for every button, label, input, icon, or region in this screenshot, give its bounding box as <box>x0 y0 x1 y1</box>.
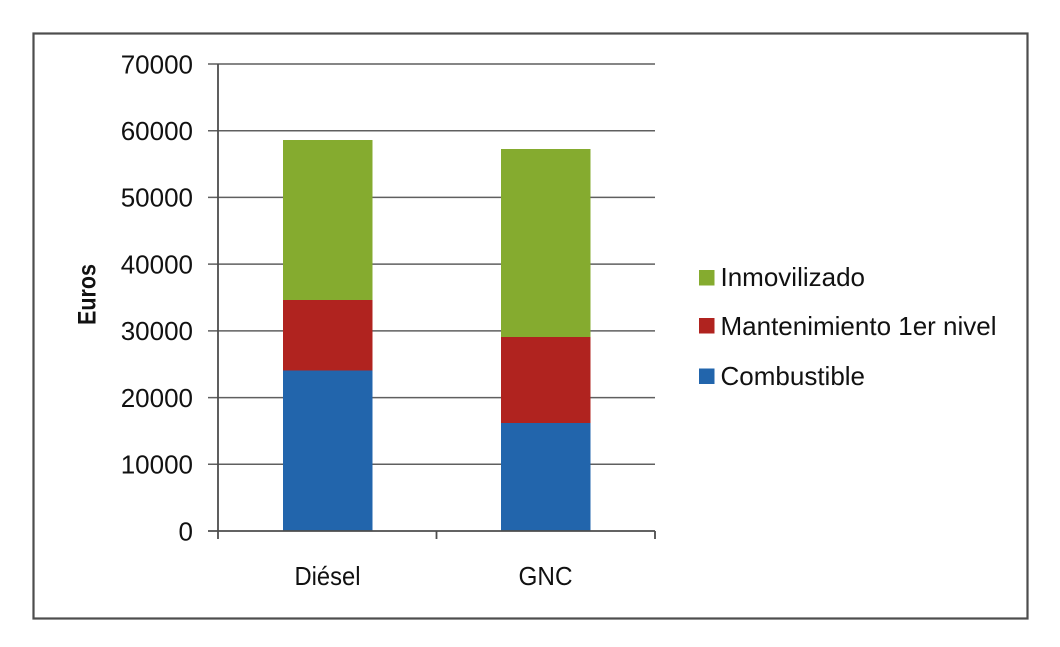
svg-text:40000: 40000 <box>121 249 193 279</box>
svg-text:50000: 50000 <box>121 183 193 213</box>
svg-text:Mantenimiento 1er nivel: Mantenimiento 1er nivel <box>721 311 997 341</box>
svg-text:GNC: GNC <box>519 561 573 591</box>
svg-text:Euros: Euros <box>73 264 101 325</box>
svg-text:20000: 20000 <box>121 383 193 413</box>
svg-text:30000: 30000 <box>121 316 193 346</box>
svg-text:0: 0 <box>179 516 193 546</box>
svg-text:70000: 70000 <box>121 49 193 79</box>
svg-text:Diésel: Diésel <box>295 561 361 591</box>
svg-text:Combustible: Combustible <box>721 361 866 391</box>
svg-text:10000: 10000 <box>121 450 193 480</box>
svg-text:60000: 60000 <box>121 116 193 146</box>
svg-text:Inmovilizado: Inmovilizado <box>721 262 866 292</box>
